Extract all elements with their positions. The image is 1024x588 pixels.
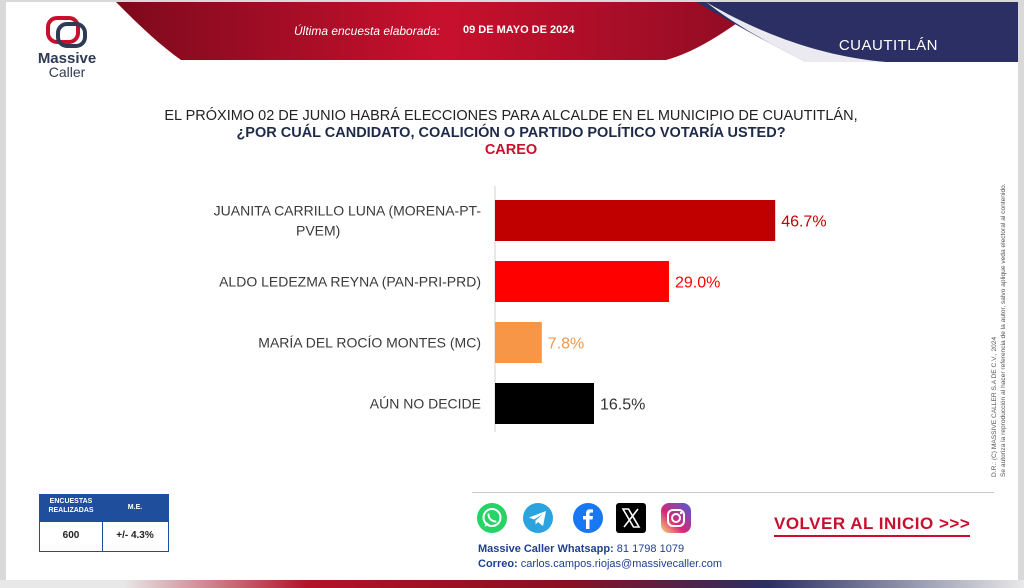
logo: Massive Caller (32, 12, 102, 92)
stats-divider (102, 522, 103, 551)
logo-text-caller: Caller (48, 64, 86, 80)
region-name: CUAUTITLÁN (838, 37, 938, 54)
page: Última encuesta elaborada: 09 DE MAYO DE… (6, 2, 1018, 580)
stats-header-row (40, 495, 168, 522)
survey-date-label: Última encuesta elaborada: (294, 24, 441, 38)
stats-margin-value: +/- 4.3% (116, 530, 154, 541)
value-label-1: 29.0% (675, 275, 720, 292)
logo-text-massive: Massive (37, 50, 97, 67)
instagram-icon[interactable] (660, 502, 692, 534)
whatsapp-number: 81 1798 1079 (616, 543, 685, 555)
email-address[interactable]: carlos.campos.riojas@massivecaller.com (520, 558, 723, 570)
telegram-icon[interactable] (522, 502, 554, 534)
header-banner (116, 2, 1018, 62)
whatsapp-icon[interactable] (476, 502, 508, 534)
question-line-1: EL PRÓXIMO 02 DE JUNIO HABRÁ ELECCIONES … (164, 108, 858, 124)
bar-3 (495, 383, 594, 424)
copyright-notice: D.R.: (C) MASSIVE CALLER S.A DE C.V., 20… (991, 122, 1011, 482)
category-label-1-0: ALDO LEDEZMA REYNA (PAN-PRI-PRD) (219, 274, 481, 290)
category-label-2-0: MARÍA DEL ROCÍO MONTES (MC) (258, 335, 481, 351)
stats-header-margin: M.E. (127, 504, 143, 511)
facebook-icon[interactable] (572, 502, 604, 534)
value-label-2: 7.8% (548, 336, 584, 353)
logo-mark-icon (46, 16, 87, 48)
results-bar-chart: 46.7% JUANITA CARRILLO LUNA (MORENA-PT- PV… (214, 186, 827, 432)
category-label-3-0: AÚN NO DECIDE (370, 396, 481, 412)
survey-date: 09 DE MAYO DE 2024 (463, 24, 575, 36)
email-contact: Correo: carlos.campos.riojas@massivecall… (478, 558, 722, 570)
bottom-decorative-strip (0, 580, 1024, 588)
email-label: Correo: (478, 558, 518, 570)
footer-divider (472, 492, 994, 493)
x-icon[interactable] (615, 502, 647, 534)
question-line-2: ¿POR CUÁL CANDIDATO, COALICIÓN O PARTIDO… (236, 125, 786, 141)
category-label-0-1: PVEM) (296, 223, 340, 239)
back-to-home-link[interactable]: VOLVER AL INICIO >>> (774, 514, 971, 537)
copyright-line-2: Se autoriza la reproducción al hacer ref… (1000, 183, 1007, 477)
survey-stats-table: ENCUESTAS REALIZADAS M.E. 600 +/- 4.3% (39, 494, 169, 552)
whatsapp-label: Massive Caller Whatsapp: (478, 543, 614, 555)
question-block: EL PRÓXIMO 02 DE JUNIO HABRÁ ELECCIONES … (126, 108, 896, 159)
stats-surveys-value: 600 (62, 530, 80, 541)
value-label-0: 46.7% (781, 214, 826, 231)
bar-1 (495, 261, 669, 302)
stats-header-surveys: ENCUESTAS REALIZADAS (48, 498, 94, 514)
question-subtitle: CAREO (484, 142, 538, 158)
category-label-0-0: JUANITA CARRILLO LUNA (MORENA-PT- (214, 203, 482, 219)
copyright-line-1: D.R.: (C) MASSIVE CALLER S.A DE C.V., 20… (991, 336, 998, 477)
whatsapp-contact: Massive Caller Whatsapp: 81 1798 1079 (478, 543, 684, 555)
bar-0 (495, 200, 776, 241)
value-label-3: 16.5% (600, 397, 645, 414)
bar-2 (495, 322, 542, 363)
